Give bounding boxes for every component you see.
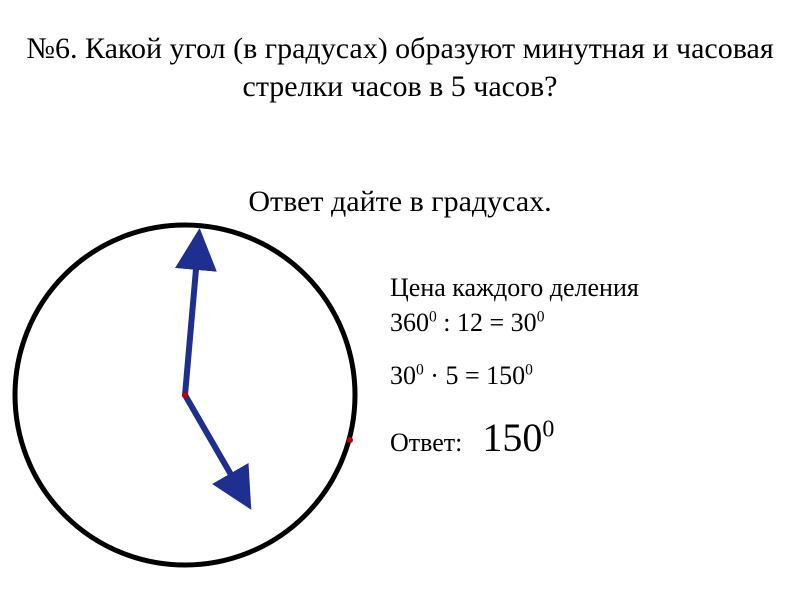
answer-value: 1500 <box>482 411 554 465</box>
clock-diagram <box>10 220 360 570</box>
solution-line-1: Цена каждого деления <box>390 270 780 305</box>
solution-text: Цена каждого деления 3600 : 12 = 300 300… <box>390 270 780 465</box>
solution-line-2: 3600 : 12 = 300 <box>390 305 780 340</box>
problem-subtitle: Ответ дайте в градусах. <box>0 185 800 219</box>
answer-label: Ответ: <box>390 425 462 460</box>
problem-title: №6. Какой угол (в градусах) образуют мин… <box>0 30 800 105</box>
solution-line-3: 300 · 5 = 1500 <box>390 358 780 393</box>
